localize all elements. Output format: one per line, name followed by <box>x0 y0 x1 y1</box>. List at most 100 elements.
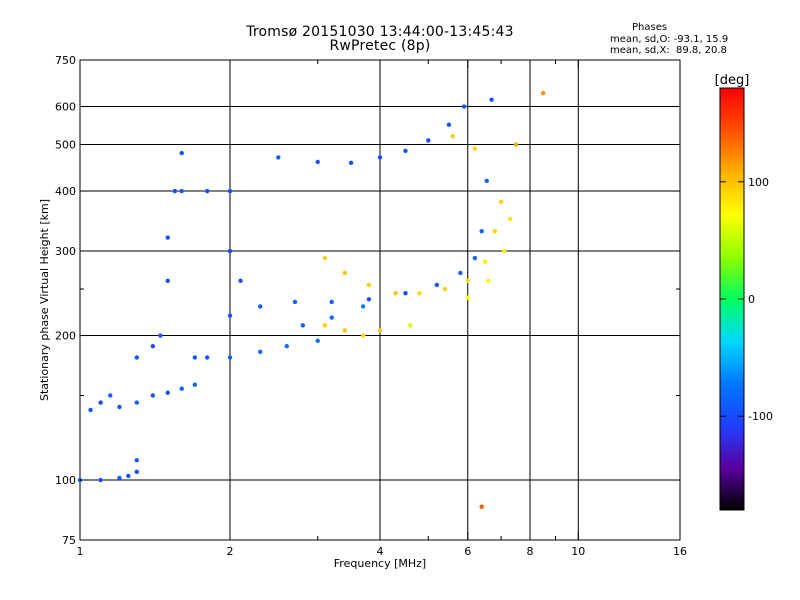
colorbar: 100 0 -100 [deg] <box>715 73 773 511</box>
data-point <box>366 282 372 288</box>
data-point <box>426 138 431 143</box>
data-point <box>238 278 243 284</box>
y-tick-label: 300 <box>55 245 76 258</box>
data-point <box>465 278 470 284</box>
data-point <box>165 235 170 240</box>
data-point <box>98 400 103 405</box>
data-point <box>479 504 484 509</box>
data-point <box>348 160 354 166</box>
data-point <box>329 299 334 305</box>
x-tick-label: 6 <box>464 545 471 558</box>
data-point <box>126 473 131 479</box>
data-point <box>489 97 494 102</box>
data-point <box>227 313 233 318</box>
data-point <box>227 355 233 360</box>
y-tick-label: 750 <box>55 54 76 67</box>
y-tick-label: 600 <box>55 101 76 114</box>
title-line-1: Tromsø 20151030 13:44:00-13:45:43 <box>246 24 514 40</box>
data-point <box>461 104 467 109</box>
y-tick-label: 200 <box>55 330 76 343</box>
data-point <box>472 255 478 261</box>
plot-area <box>79 59 681 541</box>
data-point <box>134 457 139 463</box>
data-point <box>322 255 328 261</box>
data-point <box>150 393 156 398</box>
data-point <box>329 315 334 320</box>
colorbar-tick-label: 0 <box>748 293 755 306</box>
data-point <box>258 349 263 354</box>
data-point <box>165 390 170 395</box>
data-point <box>507 216 513 222</box>
x-axis-label: Frequency [MHz] <box>334 557 426 570</box>
x-axis: 1 2 4 6 8 10 16 Frequency [MHz] <box>77 60 687 570</box>
data-point <box>227 248 233 254</box>
data-point <box>179 188 184 194</box>
data-point <box>179 150 184 156</box>
stats-x-mode: mean, sd,X: 89.8, 20.8 <box>610 45 727 56</box>
data-point <box>446 122 452 127</box>
data-point <box>342 270 348 276</box>
data-point <box>360 333 366 338</box>
data-point <box>472 146 478 151</box>
data-point <box>117 404 122 410</box>
data-point <box>258 304 263 309</box>
y-tick-label: 75 <box>62 534 76 547</box>
data-point <box>408 323 413 328</box>
data-point <box>458 270 463 276</box>
stats-o-mode: mean, sd,O: -93.1, 15.9 <box>610 34 729 45</box>
data-point <box>434 282 439 288</box>
data-point <box>540 90 546 96</box>
colorbar-tick-label: 100 <box>748 176 769 189</box>
data-point <box>117 475 122 481</box>
data-points <box>77 90 546 509</box>
data-point <box>417 291 422 296</box>
data-point <box>284 344 289 349</box>
data-point <box>315 159 320 165</box>
x-tick-label: 4 <box>377 545 384 558</box>
title-line-2: RwPretec (8p) <box>329 38 431 54</box>
data-point <box>442 286 448 292</box>
x-tick-label: 8 <box>527 545 534 558</box>
data-point <box>172 188 178 194</box>
x-tick-label: 1 <box>77 545 84 558</box>
data-point <box>108 393 113 398</box>
data-point <box>134 355 139 360</box>
data-point <box>403 148 408 154</box>
data-point <box>98 477 103 483</box>
stats-heading: Phases <box>632 22 668 33</box>
data-point <box>498 199 504 204</box>
data-point <box>322 323 328 328</box>
data-point <box>192 355 198 360</box>
data-point <box>227 188 233 194</box>
y-axis-label: Stationary phase Virtual Height [km] <box>38 199 51 401</box>
y-tick-label: 100 <box>55 474 76 487</box>
data-point <box>484 178 489 184</box>
data-point <box>393 291 398 296</box>
colorbar-unit-label: [deg] <box>715 73 750 88</box>
data-point <box>292 299 298 305</box>
data-point <box>134 400 139 405</box>
data-point <box>315 338 320 344</box>
data-point <box>465 295 470 300</box>
x-tick-label: 16 <box>673 545 687 558</box>
data-point <box>276 155 281 160</box>
data-point <box>492 228 498 234</box>
data-point <box>501 248 507 254</box>
colorbar-tick-label: -100 <box>748 410 773 423</box>
data-point <box>513 142 519 147</box>
data-point <box>192 382 198 387</box>
data-point <box>486 278 491 284</box>
y-tick-label: 500 <box>55 139 76 152</box>
y-axis: 75 100 200 300 400 500 600 750 Stationary phase … <box>38 54 680 547</box>
data-point <box>88 407 93 413</box>
data-point <box>377 155 383 160</box>
data-point <box>366 297 372 302</box>
y-tick-label: 400 <box>55 185 76 198</box>
data-point <box>204 355 210 360</box>
data-point <box>158 333 163 338</box>
data-point <box>450 134 456 139</box>
data-point <box>179 386 184 391</box>
x-tick-label: 2 <box>227 545 234 558</box>
data-point <box>479 228 484 234</box>
